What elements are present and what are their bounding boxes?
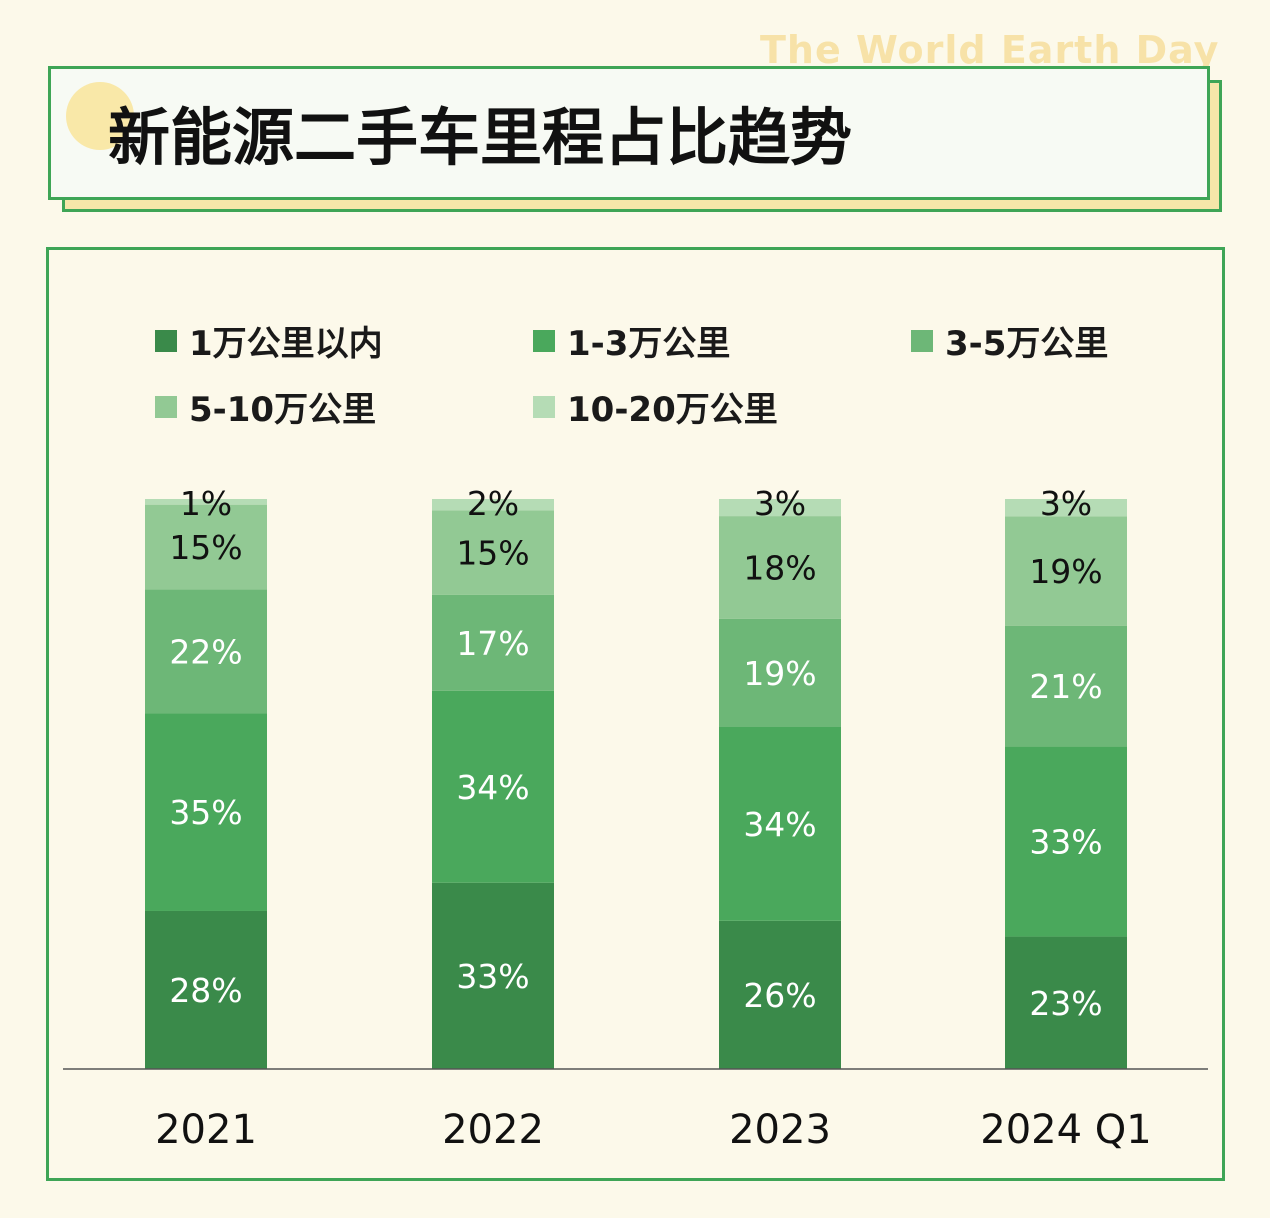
data-label-1-1: 34%: [456, 768, 529, 807]
bar-segment-0-3: [145, 504, 267, 590]
data-label-2-1: 34%: [743, 805, 816, 844]
bar-segment-1-1: [432, 690, 554, 883]
title-box: [48, 66, 1210, 200]
data-label-1-4: 2%: [467, 484, 519, 523]
bar-segment-0-1: [145, 713, 267, 911]
x-tick-label-2: 2023: [729, 1107, 831, 1153]
legend-item-1: 1-3万公里: [533, 316, 730, 365]
data-label-3-2: 21%: [1029, 667, 1102, 706]
bar-segment-1-2: [432, 594, 554, 691]
legend-label-3: 5-10万公里: [189, 390, 377, 430]
data-label-3-4: 3%: [1040, 484, 1092, 523]
bar-segment-1-0: [432, 882, 554, 1069]
bar-segment-1-4: [432, 499, 554, 511]
bar-segment-3-1: [1005, 746, 1127, 937]
data-label-0-4: 1%: [180, 484, 232, 523]
bar-segment-0-4: [145, 499, 267, 505]
legend-label-1: 1-3万公里: [567, 324, 731, 364]
bar-segment-3-4: [1005, 499, 1127, 517]
data-label-0-3: 15%: [169, 528, 242, 567]
data-label-0-1: 35%: [169, 793, 242, 832]
legend-swatch-2: [911, 329, 933, 352]
legend-swatch-1: [533, 329, 555, 352]
legend-label-2: 3-5万公里: [945, 324, 1109, 364]
bar-segment-2-1: [719, 727, 841, 921]
bar-segment-3-2: [1005, 625, 1127, 747]
data-label-2-2: 19%: [743, 654, 816, 693]
bar-segment-0-2: [145, 589, 267, 714]
x-tick-label-0: 2021: [155, 1107, 257, 1153]
data-label-0-2: 22%: [169, 632, 242, 671]
data-label-1-0: 33%: [456, 957, 529, 996]
data-label-2-4: 3%: [754, 484, 806, 523]
bar-segment-2-2: [719, 618, 841, 727]
bar-segment-3-0: [1005, 936, 1127, 1069]
legend-item-2: 3-5万公里: [911, 316, 1108, 365]
legend-item-0: 1万公里以内: [155, 316, 383, 365]
bar-segment-2-4: [719, 499, 841, 517]
x-tick-label-1: 2022: [442, 1107, 544, 1153]
watermark-text: The World Earth Day: [760, 28, 1220, 72]
legend-label-0: 1万公里以内: [189, 324, 383, 364]
data-label-1-2: 17%: [456, 624, 529, 663]
x-tick-label-3: 2024 Q1: [980, 1107, 1151, 1153]
data-label-3-1: 33%: [1029, 823, 1102, 862]
data-label-3-0: 23%: [1029, 984, 1102, 1023]
bar-segment-2-3: [719, 516, 841, 619]
data-label-0-0: 28%: [169, 971, 242, 1010]
legend-item-4: 10-20万公里: [533, 382, 778, 431]
data-label-2-3: 18%: [743, 548, 816, 587]
title-decor-dot: [66, 82, 134, 150]
legend-swatch-4: [533, 395, 555, 418]
bar-segment-3-3: [1005, 516, 1127, 626]
data-label-2-0: 26%: [743, 976, 816, 1015]
legend-label-4: 10-20万公里: [567, 390, 778, 430]
bar-segment-2-0: [719, 920, 841, 1069]
legend-item-3: 5-10万公里: [155, 382, 376, 431]
legend-swatch-3: [155, 395, 177, 418]
data-label-1-3: 15%: [456, 534, 529, 573]
page-title: 新能源二手车里程占比趋势: [108, 101, 853, 174]
bar-segment-0-0: [145, 910, 267, 1069]
data-label-3-3: 19%: [1029, 552, 1102, 591]
bar-segment-1-3: [432, 510, 554, 595]
legend-swatch-0: [155, 329, 177, 352]
